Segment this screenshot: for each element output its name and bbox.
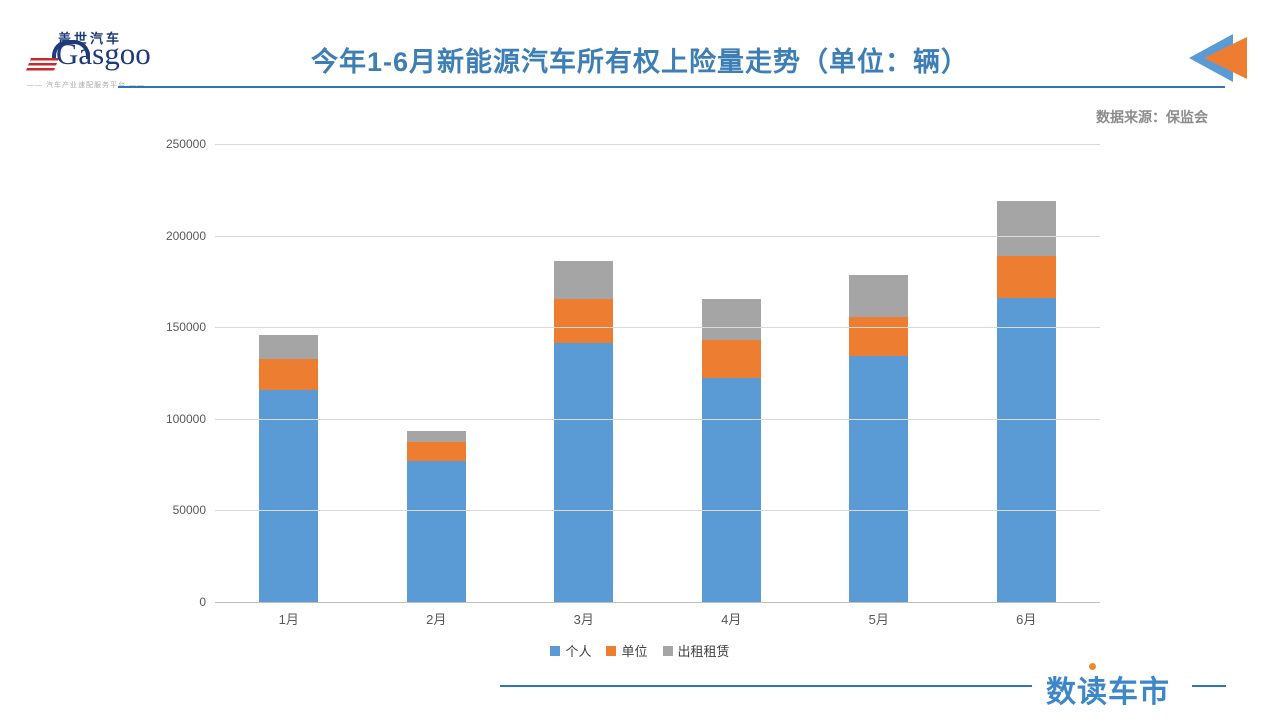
logo-g-arc: [52, 40, 90, 59]
gasgoo-logo: 盖世汽车 Gasgoo —— 汽车产业速配服务平台 ——: [20, 28, 152, 94]
x-axis-labels: 1月 2月 3月 4月 5月 6月: [215, 609, 1100, 628]
bar-segment: [849, 355, 909, 602]
watermark-text: 数读车市: [1046, 676, 1170, 709]
watermark-line-right: [1192, 685, 1226, 687]
watermark-orange-dot: [1089, 663, 1096, 670]
bar-segment: [849, 275, 909, 318]
x-tick-label: 1月: [278, 612, 299, 627]
logo-tagline: —— 汽车产业速配服务平台 ——: [27, 82, 145, 89]
double-triangle-icon: [1189, 34, 1247, 82]
legend-swatch: [550, 645, 561, 656]
bar-segment: [996, 200, 1056, 256]
x-tick-label: 3月: [573, 612, 594, 627]
y-tick-label: 200000: [165, 228, 206, 243]
chart-title: 今年1-6月新能源汽车所有权上险量走势（单位：辆）: [310, 47, 970, 77]
bar-segment: [554, 261, 614, 299]
header-divider: [118, 86, 1225, 88]
bar-segment: [701, 377, 761, 602]
bar-segment: [554, 342, 614, 602]
bar-slot: [510, 144, 658, 602]
bar-segment: [259, 359, 319, 390]
chart-legend: 个人 单位 出租租赁: [0, 641, 1280, 660]
legend-swatch: [606, 645, 617, 656]
bar-segment: [701, 340, 761, 378]
x-tick-label: 5月: [868, 612, 889, 627]
y-tick-label: 250000: [165, 137, 206, 151]
y-axis-labels: 0 50000 100000 150000 200000 250000: [140, 137, 206, 609]
gridline: [215, 144, 1100, 145]
legend-label: 个人: [565, 644, 592, 659]
y-tick-label: 50000: [172, 503, 206, 518]
legend-item: 出租租赁: [662, 641, 730, 660]
x-tick-label: 6月: [1016, 612, 1037, 627]
bars-container: [215, 144, 1100, 602]
gridline: [215, 327, 1100, 329]
bar-segment: [996, 255, 1056, 298]
x-tick-label: 4月: [721, 612, 742, 627]
legend-swatch: [662, 645, 673, 656]
bar-segment: [259, 334, 319, 360]
bar-slot: [363, 144, 511, 602]
bar-slot: [215, 144, 363, 602]
y-tick-label: 150000: [165, 320, 206, 335]
legend-label: 出租租赁: [677, 644, 730, 659]
gridline: [215, 602, 1100, 603]
bar-segment: [406, 430, 466, 442]
bar-slot: [658, 144, 806, 602]
gridline: [215, 235, 1100, 237]
bar-segment: [996, 297, 1056, 602]
legend-item: 单位: [606, 641, 648, 660]
bar-segment: [259, 389, 319, 602]
legend-item: 个人: [550, 641, 591, 660]
gridline: [215, 418, 1100, 420]
x-tick-label: 2月: [426, 612, 447, 627]
gridline: [215, 510, 1100, 512]
bar-segment: [701, 298, 761, 341]
bar-slot: [805, 144, 953, 602]
watermark-line-left: [500, 685, 1032, 687]
bar-segment: [406, 460, 466, 602]
plot-area: [215, 144, 1100, 603]
logo-english-name: Gasgoo: [56, 36, 151, 71]
data-source-note: 数据来源：保监会: [1096, 109, 1208, 125]
bar-segment: [554, 298, 614, 343]
logo-red-stripes: [24, 58, 60, 73]
legend-label: 单位: [621, 644, 648, 659]
y-tick-label: 100000: [165, 411, 206, 426]
bar-slot: [953, 144, 1101, 602]
bar-segment: [406, 441, 466, 461]
bar-segment: [849, 317, 909, 356]
y-tick-label: 0: [199, 595, 206, 609]
